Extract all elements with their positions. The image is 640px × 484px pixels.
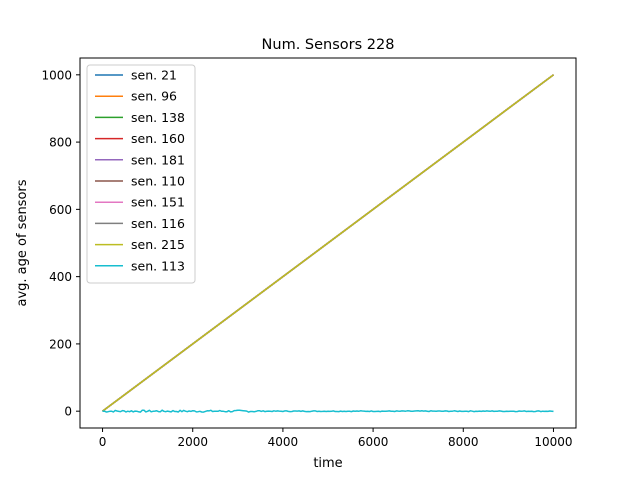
legend-label: sen. 138 bbox=[131, 110, 185, 125]
series-line-9 bbox=[102, 409, 554, 413]
legend: sen. 21 sen. 96 sen. 138 sen. 160 sen. 181 se… bbox=[86, 64, 196, 284]
legend-label: sen. 113 bbox=[131, 258, 185, 273]
x-axis-ticks: 0 2000 4000 6000 8000 10000 bbox=[99, 428, 573, 449]
y-tick-label: 600 bbox=[49, 203, 72, 217]
y-tick-label: 0 bbox=[64, 405, 72, 419]
y-tick-label: 400 bbox=[49, 270, 72, 284]
legend-label: sen. 181 bbox=[131, 152, 185, 167]
legend-label: sen. 160 bbox=[131, 131, 185, 146]
x-tick-label: 10000 bbox=[534, 435, 572, 449]
x-tick-label: 0 bbox=[99, 435, 107, 449]
x-axis-label: time bbox=[313, 456, 342, 471]
legend-label: sen. 215 bbox=[131, 237, 185, 252]
x-tick-label: 4000 bbox=[268, 435, 299, 449]
y-tick-label: 800 bbox=[49, 136, 72, 150]
legend-box bbox=[86, 64, 196, 284]
legend-label: sen. 151 bbox=[131, 195, 185, 210]
x-tick-label: 8000 bbox=[448, 435, 479, 449]
x-tick-label: 2000 bbox=[177, 435, 208, 449]
y-tick-label: 200 bbox=[49, 337, 72, 351]
legend-label: sen. 96 bbox=[131, 89, 177, 104]
y-axis-ticks: 0 200 400 600 800 1000 bbox=[41, 68, 80, 419]
legend-label: sen. 110 bbox=[131, 174, 185, 189]
y-tick-label: 1000 bbox=[41, 68, 72, 82]
legend-label: sen. 116 bbox=[131, 216, 185, 231]
series-line-8 bbox=[102, 74, 554, 412]
x-tick-label: 6000 bbox=[358, 435, 389, 449]
chart-title: Num. Sensors 228 bbox=[262, 37, 395, 53]
plot-area bbox=[102, 74, 554, 413]
y-axis-label: avg. age of sensors bbox=[15, 179, 30, 306]
axes-frame bbox=[79, 57, 577, 429]
legend-label: sen. 21 bbox=[131, 68, 177, 83]
